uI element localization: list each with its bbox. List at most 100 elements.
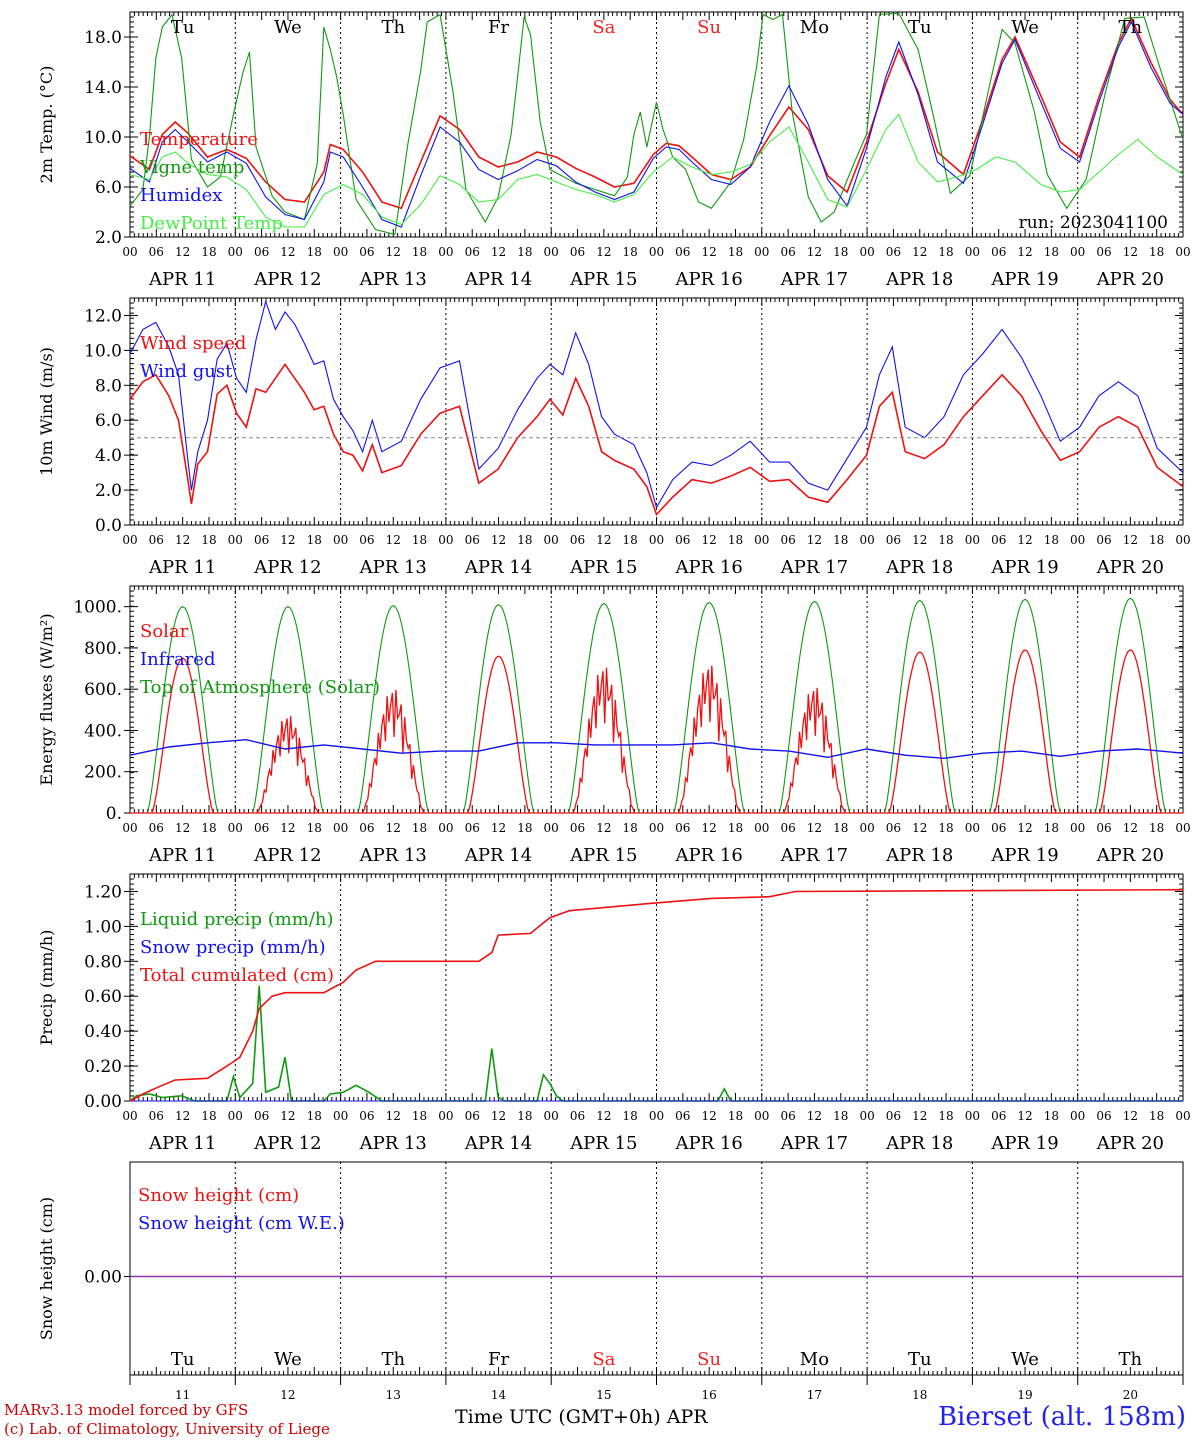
x-hour-label: 18 <box>412 1109 427 1123</box>
x-hour-label: 12 <box>912 1109 927 1123</box>
legend-entry: Humidex <box>140 185 222 206</box>
x-hour-label: 18 <box>728 1109 743 1123</box>
x-hour-label: 06 <box>780 533 795 547</box>
legend-entry: DewPoint Temp <box>140 213 283 234</box>
x-hour-label: 18 <box>517 821 532 835</box>
x-hour-label: 06 <box>1096 245 1111 259</box>
y-axis-label: 2m Temp. (°C) <box>37 66 56 184</box>
day-number-label: 12 <box>280 1388 295 1402</box>
legend-entry: Snow precip (mm/h) <box>140 937 326 958</box>
legend-entry: Infrared <box>140 649 215 670</box>
x-hour-label: 00 <box>438 533 453 547</box>
weekday-label-bottom: Th <box>381 1349 405 1370</box>
weekday-label-top: Su <box>697 17 721 38</box>
x-hour-label: 00 <box>122 533 137 547</box>
x-hour-label: 06 <box>570 533 585 547</box>
x-hour-label: 12 <box>386 245 401 259</box>
x-hour-label: 00 <box>859 533 874 547</box>
x-hour-label: 06 <box>359 821 374 835</box>
weekday-label-bottom: Th <box>1119 1349 1143 1370</box>
legend-entry: Temperature <box>140 129 258 150</box>
x-hour-label: 00 <box>333 821 348 835</box>
panel-2: 0.0 2.0 4.0 6.0 8.0 10.0 12.0 10m Wind (m/s) 00 0… <box>37 297 1191 578</box>
x-hour-label: 18 <box>1149 245 1164 259</box>
series-line-liquid-precip-mm-h- <box>129 985 1183 1102</box>
weekday-label-bottom: Sa <box>592 1349 615 1370</box>
series-line-toa <box>568 602 640 814</box>
x-hour-label: 00 <box>649 821 664 835</box>
x-hour-label: 18 <box>412 533 427 547</box>
x-axis-month: APR <box>666 1406 708 1428</box>
x-hour-label: 18 <box>623 245 638 259</box>
x-date-label: APR 19 <box>990 269 1058 290</box>
x-hour-label: 06 <box>886 821 901 835</box>
x-date-label: APR 18 <box>885 269 953 290</box>
x-hour-label: 12 <box>386 1109 401 1123</box>
x-hour-label: 12 <box>702 821 717 835</box>
panel-4: 0.00 0.20 0.40 0.60 0.80 1.00 1.20 Precip (mm/h… <box>37 873 1191 1154</box>
x-hour-label: 12 <box>386 533 401 547</box>
x-hour-label: 18 <box>728 821 743 835</box>
legend-entry: Snow height (cm W.E.) <box>138 1213 345 1234</box>
x-date-label: APR 20 <box>1096 1133 1164 1154</box>
x-hour-label: 00 <box>544 821 559 835</box>
x-date-label: APR 12 <box>253 269 321 290</box>
x-hour-label: 18 <box>201 1109 216 1123</box>
x-date-label: APR 18 <box>885 557 953 578</box>
x-hour-label: 00 <box>122 1109 137 1123</box>
x-hour-label: 18 <box>1149 533 1164 547</box>
x-date-label: APR 11 <box>148 1133 216 1154</box>
series-line-solar <box>256 716 320 814</box>
x-hour-label: 06 <box>254 533 269 547</box>
x-hour-label: 12 <box>702 1109 717 1123</box>
y-tick-label: 600. <box>84 680 122 700</box>
x-hour-label: 00 <box>438 245 453 259</box>
weekday-label-top: Sa <box>592 17 615 38</box>
x-hour-label: 18 <box>307 821 322 835</box>
weekday-label-top: Th <box>381 17 405 38</box>
x-hour-label: 06 <box>991 1109 1006 1123</box>
x-hour-label: 00 <box>965 533 980 547</box>
x-hour-label: 18 <box>412 821 427 835</box>
x-hour-label: 18 <box>938 245 953 259</box>
series-line-dewpoint-temp <box>129 113 1184 228</box>
x-date-label: APR 13 <box>359 845 427 866</box>
weekday-label-top: Fr <box>488 17 509 38</box>
y-tick-label: 6.0 <box>95 178 122 198</box>
x-hour-label: 00 <box>859 821 874 835</box>
x-hour-label: 06 <box>149 1109 164 1123</box>
x-date-label: APR 11 <box>148 845 216 866</box>
x-hour-label: 06 <box>1096 821 1111 835</box>
x-axis-label: Time UTC (GMT+0h) <box>455 1406 661 1428</box>
day-number-label: 14 <box>491 1388 507 1402</box>
x-hour-label: 06 <box>149 821 164 835</box>
x-hour-label: 18 <box>938 1109 953 1123</box>
x-hour-label: 12 <box>1017 533 1032 547</box>
x-hour-label: 18 <box>833 245 848 259</box>
x-hour-label: 06 <box>465 821 480 835</box>
x-hour-label: 00 <box>754 1109 769 1123</box>
x-hour-label: 12 <box>175 245 190 259</box>
series-line-toa <box>147 605 219 814</box>
x-hour-label: 06 <box>675 533 690 547</box>
x-hour-label-end: 00 <box>1175 533 1190 547</box>
x-hour-label: 12 <box>280 821 295 835</box>
y-tick-label: 0.00 <box>84 1268 122 1288</box>
y-tick-label: 10.0 <box>84 128 122 148</box>
y-tick-label: 2.0 <box>95 481 122 501</box>
x-hour-label: 00 <box>965 245 980 259</box>
series-line-wind-gust <box>129 299 1184 509</box>
x-hour-label: 06 <box>465 533 480 547</box>
x-hour-label: 12 <box>175 821 190 835</box>
series-line-temperature <box>129 16 1184 210</box>
x-hour-label: 18 <box>623 533 638 547</box>
x-hour-label: 00 <box>228 245 243 259</box>
series-line-solar <box>783 687 846 814</box>
series-line-humidex <box>129 20 1184 228</box>
x-hour-label: 00 <box>754 245 769 259</box>
x-hour-label: 06 <box>465 1109 480 1123</box>
legend-entry: Wind speed <box>140 333 246 354</box>
day-number-label: 15 <box>596 1388 611 1402</box>
legend-entry: Solar <box>140 621 189 642</box>
x-hour-label: 18 <box>728 533 743 547</box>
